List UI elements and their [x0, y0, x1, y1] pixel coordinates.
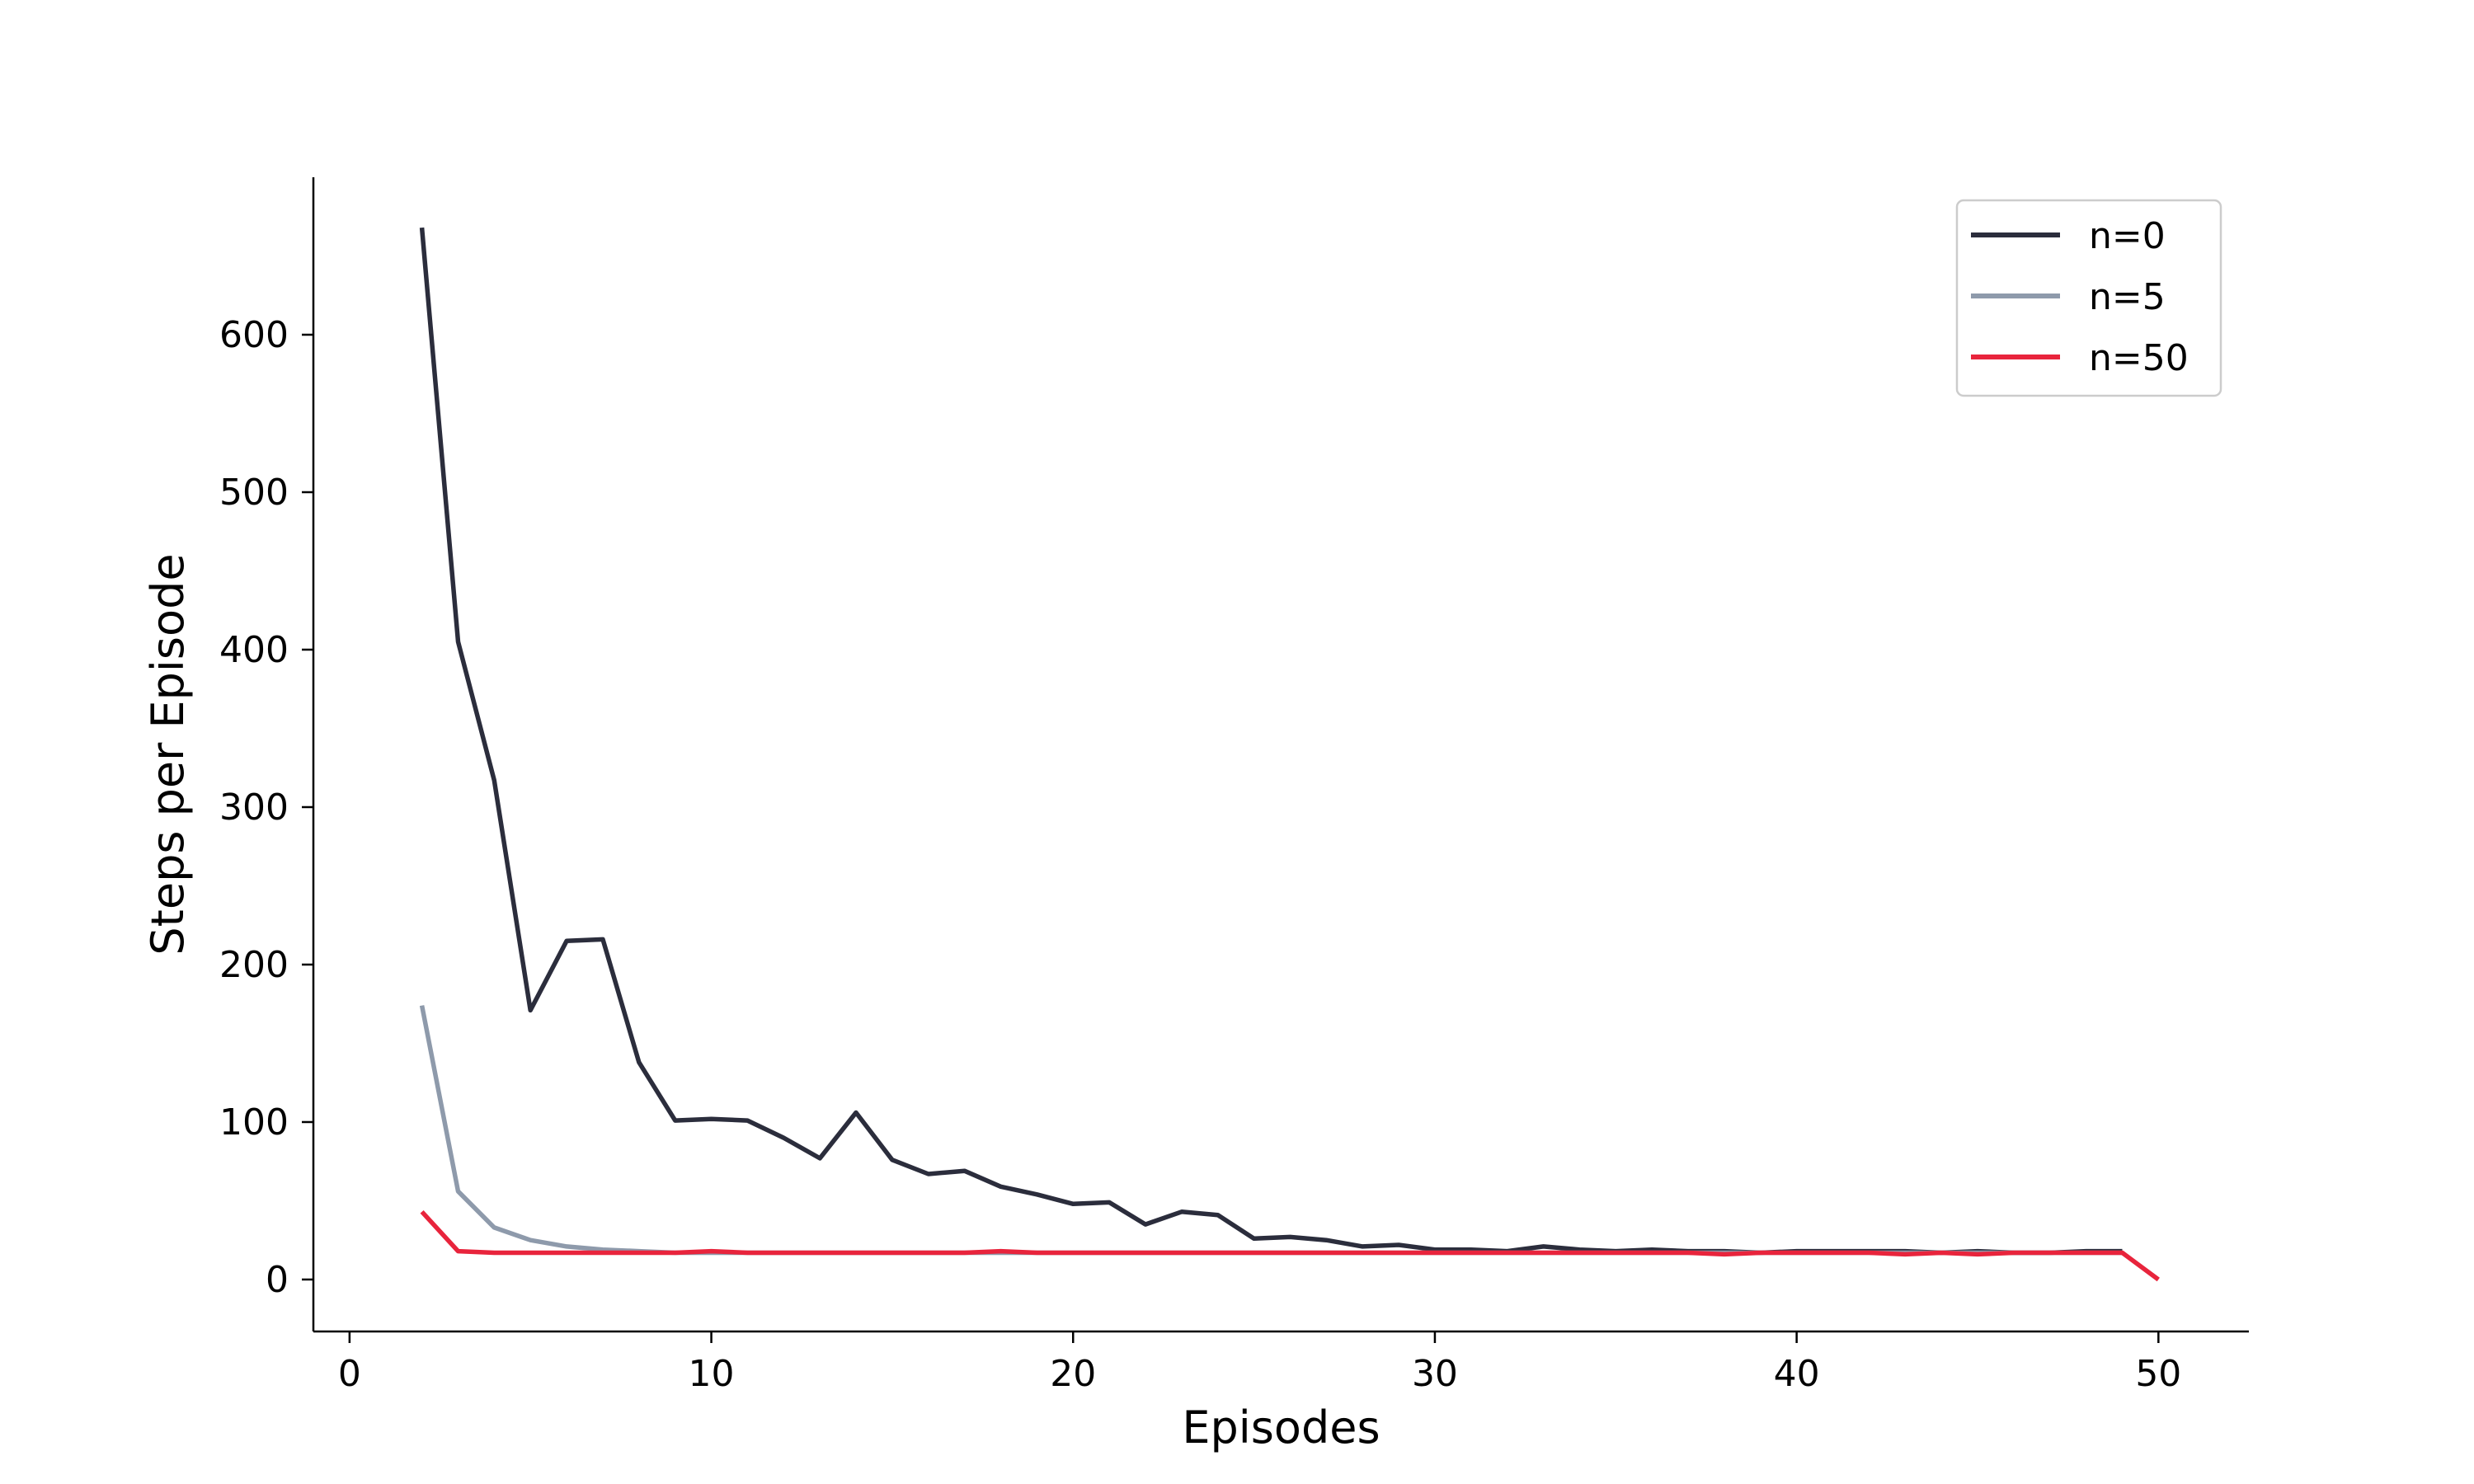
legend-label: n=50 [2089, 337, 2189, 379]
x-tick-label: 0 [338, 1353, 361, 1395]
x-tick-label: 50 [2135, 1353, 2181, 1395]
y-tick-label: 200 [219, 944, 289, 986]
y-tick-label: 100 [219, 1101, 289, 1144]
legend-frame [1955, 199, 2222, 397]
y-tick-label: 500 [219, 472, 289, 514]
series-line-n-0 [419, 227, 2123, 1256]
y-tick-label: 300 [219, 787, 289, 829]
series-line-n-5 [419, 1005, 2123, 1256]
x-tick-label: 30 [1412, 1353, 1458, 1395]
legend-label: n=0 [2089, 215, 2166, 257]
legend-label: n=5 [2089, 276, 2166, 318]
x-tick-label: 40 [1774, 1353, 1820, 1395]
y-tick-label: 600 [219, 314, 289, 356]
series-line-n-50 [420, 1209, 2160, 1282]
y-axis-title: Steps per Episode [142, 553, 194, 955]
x-tick-label: 20 [1050, 1353, 1096, 1395]
plot-area [419, 227, 2160, 1282]
x-axis-title: Episodes [1182, 1402, 1380, 1453]
y-tick-label: 400 [219, 629, 289, 671]
legend: n=0 n=5 n=50 [1955, 199, 2222, 397]
x-tick-label: 10 [689, 1353, 735, 1395]
y-tick-label: 0 [266, 1259, 289, 1301]
